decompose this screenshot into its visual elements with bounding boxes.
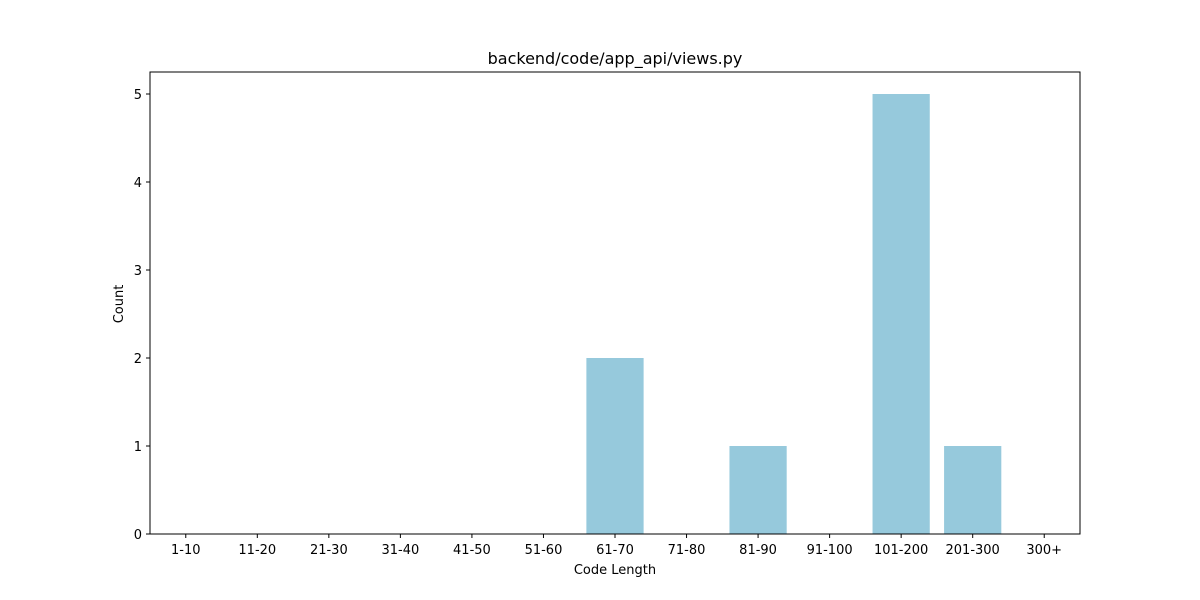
y-tick-label: 4	[134, 176, 142, 191]
y-axis-ticks: 0 1 2 3 4 5	[134, 88, 150, 543]
bar-201-300	[944, 446, 1002, 534]
bar-81-90	[729, 446, 787, 534]
x-tick-label: 61-70	[596, 543, 634, 558]
x-tick-label: 71-80	[668, 543, 706, 558]
y-tick-label: 5	[134, 88, 142, 103]
y-tick-label: 3	[134, 264, 142, 279]
x-axis-ticks: 1-10 11-20 21-30 31-40 41-50 51-60 61-70 71-80 8…	[171, 534, 1062, 558]
bar-61-70	[586, 358, 644, 534]
x-tick-label: 21-30	[310, 543, 348, 558]
x-tick-label: 101-200	[874, 543, 928, 558]
x-tick-label: 201-300	[946, 543, 1000, 558]
x-tick-label: 1-10	[171, 543, 201, 558]
x-tick-label: 11-20	[238, 543, 276, 558]
bars-layer	[586, 94, 1002, 534]
x-axis-label: Code Length	[574, 563, 656, 578]
y-tick-label: 0	[134, 528, 142, 543]
x-tick-label: 81-90	[739, 543, 777, 558]
x-tick-label: 41-50	[453, 543, 491, 558]
bar-101-200	[872, 94, 930, 534]
y-tick-label: 1	[134, 440, 142, 455]
x-tick-label: 91-100	[807, 543, 853, 558]
x-tick-label: 300+	[1026, 543, 1062, 558]
y-axis-label: Count	[112, 285, 127, 324]
x-tick-label: 31-40	[381, 543, 419, 558]
plot-area-frame	[149, 71, 1081, 535]
y-tick-label: 2	[134, 352, 142, 367]
x-tick-label: 51-60	[525, 543, 563, 558]
chart-title: backend/code/app_api/views.py	[488, 49, 743, 69]
